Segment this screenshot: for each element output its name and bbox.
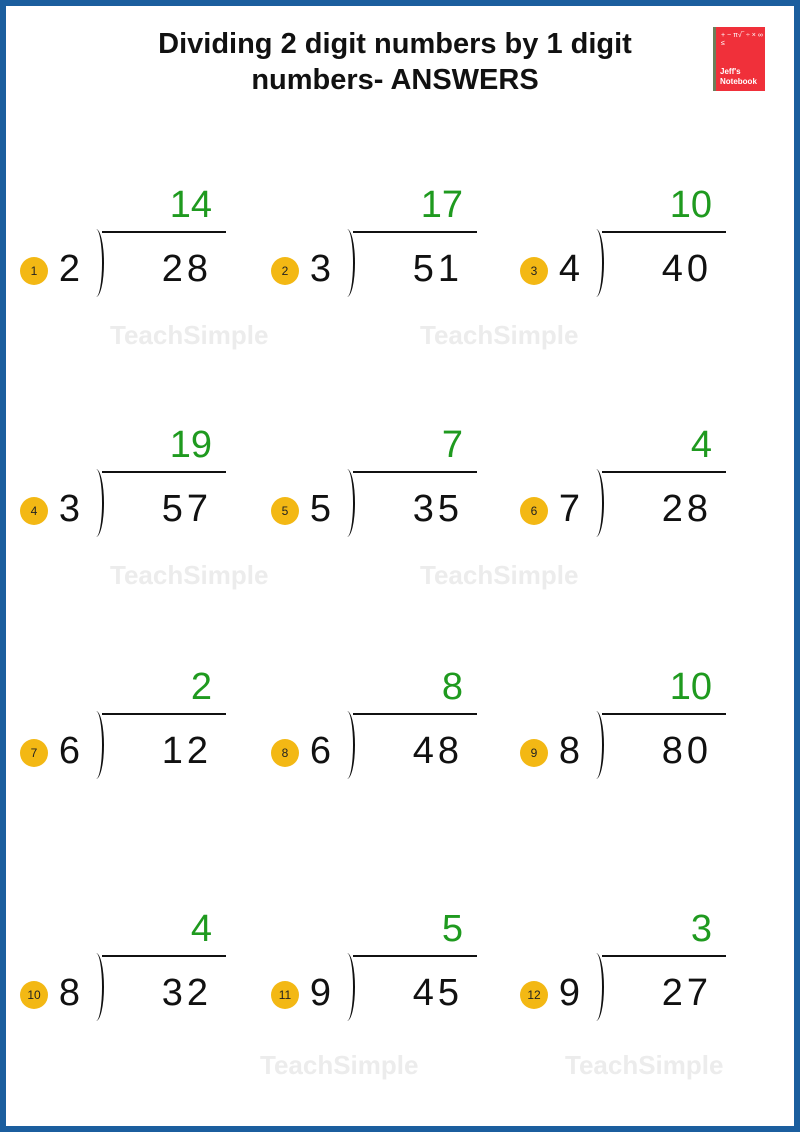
division-problem: 4 3 57 19 [20,424,270,539]
division-problem: 9 8 80 10 [520,666,770,781]
answer-quotient: 5 [441,908,463,950]
math-symbols-icon: + − π√‾ ÷ × ∞ ≤ [721,32,763,47]
division-bracket [339,469,355,537]
divisor: 6 [58,730,80,772]
division-bar [353,955,477,957]
division-bar [353,713,477,715]
answer-quotient: 2 [190,666,212,708]
division-bracket [88,469,104,537]
watermark: TeachSimple [260,1050,419,1080]
problem-number-badge: 12 [520,981,548,1009]
answer-quotient: 14 [169,184,212,226]
division-bar [102,471,226,473]
jeffs-notebook-logo: + − π√‾ ÷ × ∞ ≤ Jeff's Notebook [713,27,765,91]
answer-quotient: 3 [690,908,712,950]
division-bracket [88,229,104,297]
answer-quotient: 17 [420,184,463,226]
division-problem: 11 9 45 5 [271,908,521,1023]
dividend: 32 [161,972,212,1014]
problem-number-badge: 5 [271,497,299,525]
division-problem: 12 9 27 3 [520,908,770,1023]
dividend: 28 [161,248,212,290]
dividend: 27 [661,972,712,1014]
problem-number-badge: 4 [20,497,48,525]
answer-quotient: 8 [441,666,463,708]
division-bar [602,955,726,957]
problem-number-badge: 7 [20,739,48,767]
division-bracket [588,711,604,779]
watermark: TeachSimple [110,320,269,350]
divisor: 3 [58,488,80,530]
divisor: 6 [309,730,331,772]
division-bar [102,713,226,715]
division-bar [353,231,477,233]
division-bar [602,471,726,473]
answer-quotient: 19 [169,424,212,466]
division-bracket [88,711,104,779]
dividend: 80 [661,730,712,772]
dividend: 12 [161,730,212,772]
division-bracket [588,953,604,1021]
division-bar [602,713,726,715]
divisor: 2 [58,248,80,290]
watermark: TeachSimple [565,1050,724,1080]
division-bracket [339,953,355,1021]
dividend: 35 [412,488,463,530]
answer-quotient: 10 [669,666,712,708]
watermark: TeachSimple [420,560,579,590]
problem-number-badge: 9 [520,739,548,767]
page-title: Dividing 2 digit numbers by 1 digit numb… [158,28,632,96]
division-bracket [339,711,355,779]
problem-number-badge: 6 [520,497,548,525]
watermark: TeachSimple [110,560,269,590]
division-bracket [588,469,604,537]
problem-number-badge: 1 [20,257,48,285]
dividend: 48 [412,730,463,772]
problem-number-badge: 8 [271,739,299,767]
division-problem: 7 6 12 2 [20,666,270,781]
division-bracket [339,229,355,297]
problem-number-badge: 10 [20,981,48,1009]
division-bar [102,955,226,957]
division-bar [602,231,726,233]
divisor: 8 [58,972,80,1014]
division-bracket [588,229,604,297]
division-bar [353,471,477,473]
dividend: 51 [412,248,463,290]
problem-number-badge: 3 [520,257,548,285]
logo-name: Jeff's Notebook [720,67,757,86]
problem-number-badge: 11 [271,981,299,1009]
answer-quotient: 4 [690,424,712,466]
division-problem: 1 2 28 14 [20,184,270,299]
divisor: 7 [558,488,580,530]
problem-number-badge: 2 [271,257,299,285]
division-problem: 5 5 35 7 [271,424,521,539]
division-problem: 8 6 48 8 [271,666,521,781]
dividend: 28 [661,488,712,530]
dividend: 57 [161,488,212,530]
divisor: 5 [309,488,331,530]
division-bracket [88,953,104,1021]
divisor: 9 [558,972,580,1014]
division-problem: 6 7 28 4 [520,424,770,539]
dividend: 40 [661,248,712,290]
division-problem: 10 8 32 4 [20,908,270,1023]
division-bar [102,231,226,233]
divisor: 9 [309,972,331,1014]
answer-quotient: 10 [669,184,712,226]
divisor: 8 [558,730,580,772]
answer-quotient: 7 [441,424,463,466]
division-problem: 2 3 51 17 [271,184,521,299]
divisor: 3 [309,248,331,290]
dividend: 45 [412,972,463,1014]
watermark: TeachSimple [420,320,579,350]
divisor: 4 [558,248,580,290]
answer-quotient: 4 [190,908,212,950]
division-problem: 3 4 40 10 [520,184,770,299]
